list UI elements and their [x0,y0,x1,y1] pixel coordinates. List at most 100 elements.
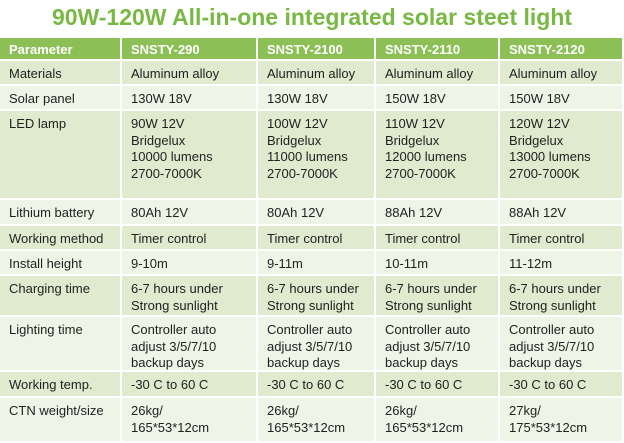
cell-text: 88Ah 12V [385,205,443,220]
cell-text: backup days [385,355,458,370]
value-cell: -30 C to 60 C [500,372,624,398]
value-cell: 88Ah 12V [376,200,500,226]
cell-text: Working method [9,231,104,246]
row-label-cell: CTN weight/size [0,398,122,443]
cell-text: backup days [267,355,340,370]
value-cell: 11-12m [500,251,624,276]
cell-text: 27kg/ [509,403,541,418]
value-cell: -30 C to 60 C [258,372,376,398]
cell-text: Timer control [509,231,585,246]
cell-text: Bridgelux [509,132,564,148]
cell-text: 100W 12V [267,116,328,131]
value-cell: -30 C to 60 C [376,372,500,398]
value-cell: 100W 12V Bridgelux 11000 lumens 2700-7000K [258,111,376,200]
cell-text: 2700-7000K [267,165,338,181]
header-cell: SNSTY-2110 [376,38,500,61]
row-label-cell: Lithium battery [0,200,122,226]
cell-text: 150W 18V [509,91,570,106]
cell-text: 2700-7000K [385,165,456,181]
cell-text: Lighting time [9,322,83,337]
cell-text: 26kg/ [267,403,299,418]
value-cell: Timer control [500,226,624,251]
cell-text: Lithium battery [9,205,95,220]
value-cell: 10-11m [376,251,500,276]
cell-text: Aluminum alloy [385,66,474,81]
cell-text: 2700-7000K [131,165,202,181]
header-cell: SNSTY-290 [122,38,258,61]
cell-text: Bridgelux [131,132,186,148]
cell-text: Strong sunlight [267,297,354,313]
cell-text: 165*53*12cm [267,419,346,435]
value-cell: Controller auto adjust 3/5/7/10 backup day… [258,317,376,372]
value-cell: Timer control [122,226,258,251]
cell-text: 9-11m [267,256,303,271]
value-cell: Aluminum alloy [258,61,376,86]
cell-text: Timer control [385,231,461,246]
cell-text: Aluminum alloy [509,66,598,81]
cell-text: 6-7 hours under [509,281,601,296]
cell-text: Materials [9,66,62,81]
value-cell: Aluminum alloy [122,61,258,86]
title: 90W-120W All-in-one integrated solar ste… [51,4,573,30]
cell-text: 6-7 hours under [267,281,359,296]
cell-text: -30 C to 60 C [267,377,345,392]
cell-text: LED lamp [9,116,67,131]
value-cell: 80Ah 12V [258,200,376,226]
cell-text: Strong sunlight [385,297,472,313]
value-cell: 26kg/165*53*12cm [122,398,258,443]
cell-text: adjust 3/5/7/10 [385,338,471,354]
value-cell: Timer control [376,226,500,251]
cell-text: 11-12m [509,256,553,271]
cell-text: Timer control [131,231,207,246]
value-cell: Aluminum alloy [500,61,624,86]
cell-text: Aluminum alloy [131,66,220,81]
value-cell: 88Ah 12V [500,200,624,226]
value-cell: 27kg/175*53*12cm [500,398,624,443]
row-label-cell: Install height [0,251,122,276]
value-cell: 6-7 hours under Strong sunlight [122,276,258,317]
cell-text: 88Ah 12V [509,205,567,220]
cell-text: Working temp. [9,377,93,392]
cell-text: 13000 lumens [509,149,591,164]
value-cell: -30 C to 60 C [122,372,258,398]
cell-text: -30 C to 60 C [131,377,209,392]
value-cell: Aluminum alloy [376,61,500,86]
cell-text: backup days [131,355,204,370]
cell-text: 165*53*12cm [131,419,210,435]
value-cell: 26kg/165*53*12cm [258,398,376,443]
cell-text: 11000 lumens [267,149,348,164]
value-cell: 150W 18V [376,86,500,111]
cell-text: 2700-7000K [509,165,580,181]
cell-text: 9-10m [131,256,168,271]
value-cell: 80Ah 12V [122,200,258,226]
row-label-cell: Working method [0,226,122,251]
cell-text: 10-11m [385,256,429,271]
header-cell: SNSTY-2100 [258,38,376,61]
row-label-cell: LED lamp [0,111,122,200]
cell-text: Bridgelux [385,132,440,148]
value-cell: 6-7 hours under Strong sunlight [376,276,500,317]
cell-text: Charging time [9,281,90,296]
value-cell: 26kg/165*53*12cm [376,398,500,443]
value-cell: 9-11m [258,251,376,276]
cell-text: 110W 12V [385,116,445,131]
cell-text: 80Ah 12V [267,205,325,220]
value-cell: 6-7 hours under Strong sunlight [258,276,376,317]
cell-text: Timer control [267,231,343,246]
cell-text: 26kg/ [385,403,417,418]
row-label-cell: Solar panel [0,86,122,111]
value-cell: 90W 12V Bridgelux 10000 lumens 2700-7000K [122,111,258,200]
cell-text: 130W 18V [131,91,192,106]
value-cell: 6-7 hours under Strong sunlight [500,276,624,317]
spec-table: Parameter SNSTY-290 SNSTY-2100 SNSTY-2110 SN… [0,38,624,443]
value-cell: 130W 18V [122,86,258,111]
value-cell: Controller auto adjust 3/5/7/10 backup day… [122,317,258,372]
cell-text: 90W 12V [131,116,185,131]
cell-text: Aluminum alloy [267,66,356,81]
cell-text: Controller auto [385,322,471,337]
value-cell: 120W 12V Bridgelux 13000 lumens 2700-7000K [500,111,624,200]
cell-text: Strong sunlight [131,297,218,313]
row-label-cell: Lighting time [0,317,122,372]
value-cell: Controller auto adjust 3/5/7/10 backup day… [376,317,500,372]
